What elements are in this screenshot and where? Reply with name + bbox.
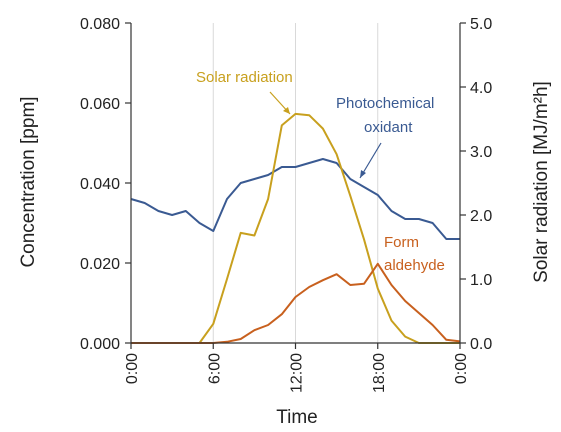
left-tick-label: 0.000 <box>80 336 120 353</box>
right-tick-label: 1.0 <box>470 272 492 289</box>
plot-frame <box>125 22 466 349</box>
left-tick-label: 0.080 <box>80 16 120 33</box>
right-tick-label: 5.0 <box>470 16 492 33</box>
oxidant-annotation-line1: Photochemical <box>336 95 434 112</box>
left-axis-title: Concentration [ppm] <box>18 96 39 267</box>
aldehyde-annotation-line1: Form <box>384 234 419 251</box>
right-tick-label: 4.0 <box>470 80 492 97</box>
right-tick-label: 3.0 <box>470 144 492 161</box>
x-axis-title: Time <box>276 407 318 428</box>
right-tick-label: 0.0 <box>470 336 492 353</box>
left-tick-label: 0.060 <box>80 96 120 113</box>
x-tick-label: 0:00 <box>453 353 470 384</box>
right-tick-labels: 0.0 1.0 2.0 3.0 4.0 5.0 <box>470 16 492 353</box>
left-tick-label: 0.040 <box>80 176 120 193</box>
photochemical-oxidant-series-line <box>130 158 460 240</box>
annotations: Solar radiation Photochemical oxidant Fo… <box>196 69 445 274</box>
oxidant-arrowhead <box>360 170 366 178</box>
x-tick-labels: 0:00 6:00 12:00 18:00 0:00 <box>124 353 470 393</box>
solar-radiation-arrowhead <box>283 107 290 114</box>
x-tick-label: 6:00 <box>206 353 223 384</box>
oxidant-annotation-line2: oxidant <box>364 119 413 136</box>
right-tick-label: 2.0 <box>470 208 492 225</box>
x-tick-label: 18:00 <box>371 353 388 393</box>
x-tick-label: 0:00 <box>124 353 141 384</box>
solar-radiation-annotation: Solar radiation <box>196 69 293 86</box>
x-tick-label: 12:00 <box>289 353 306 393</box>
aldehyde-annotation-line2: aldehyde <box>384 257 445 274</box>
right-axis-title: Solar radiation [MJ/m²h] <box>531 81 552 283</box>
left-tick-label: 0.020 <box>80 256 120 273</box>
left-tick-labels: 0.000 0.020 0.040 0.060 0.080 <box>80 16 120 353</box>
